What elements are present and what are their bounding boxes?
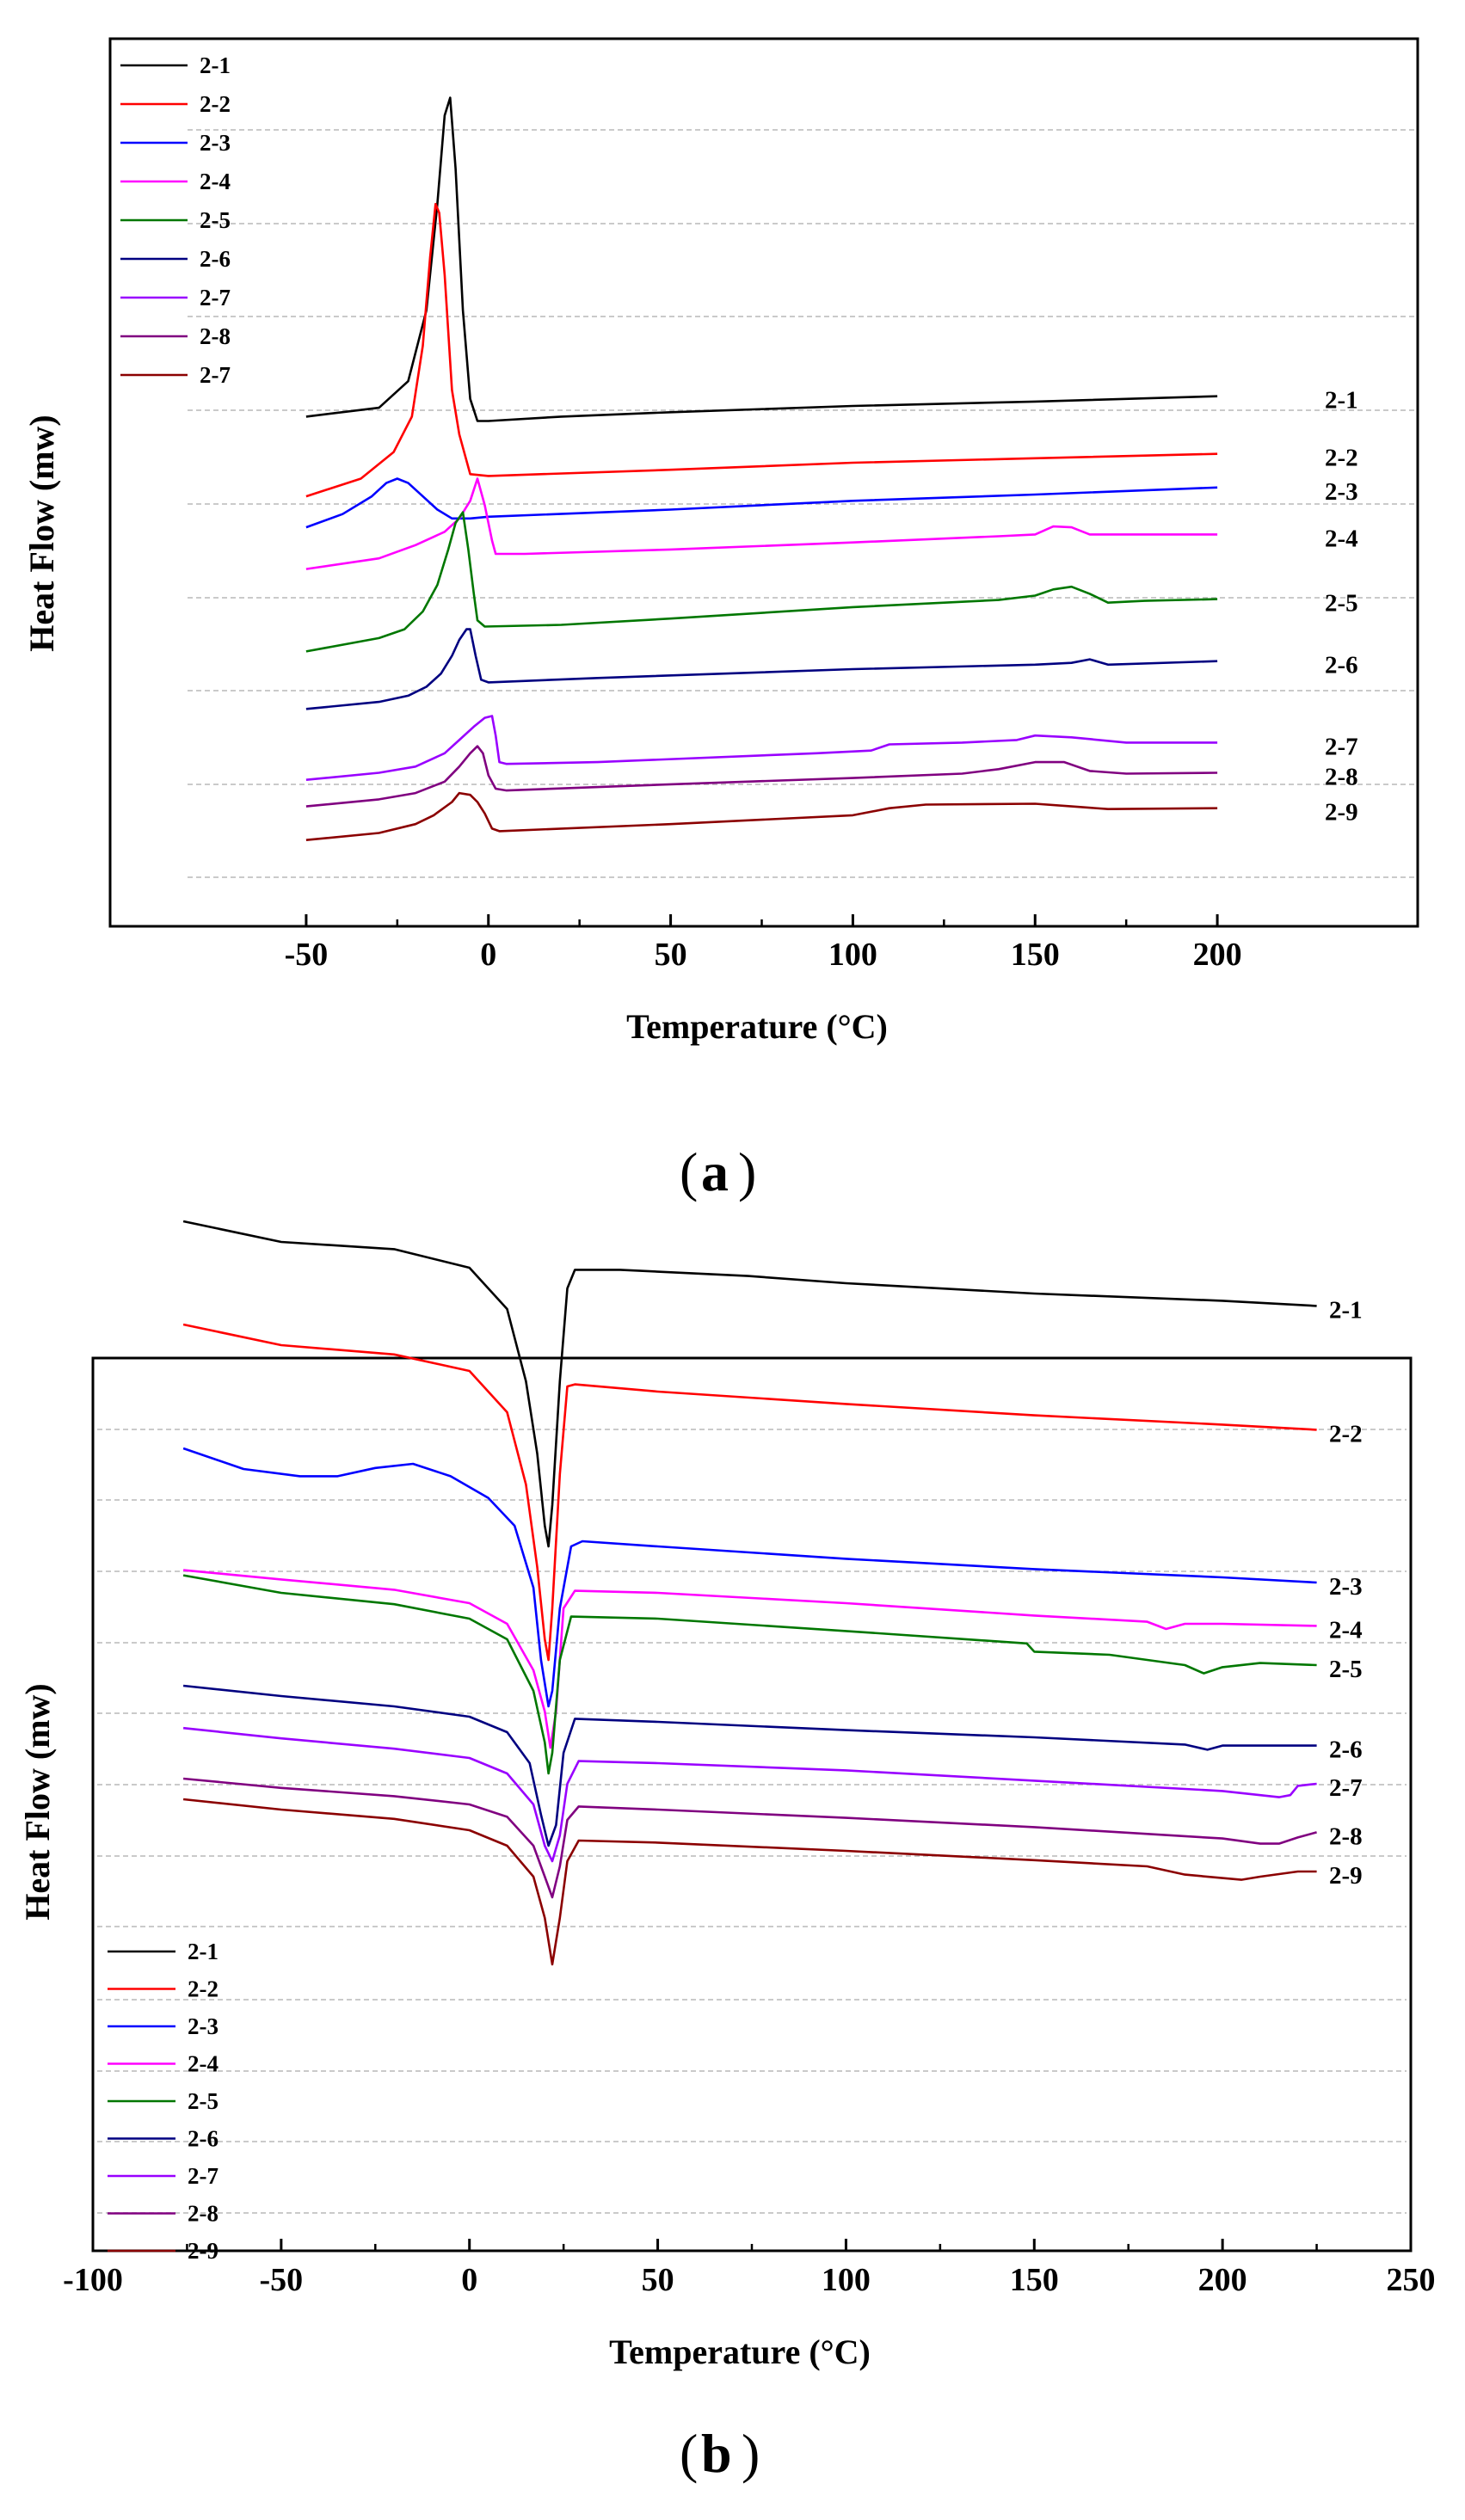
legend-label: 2-4 <box>188 2051 219 2077</box>
legend-label: 2-3 <box>200 130 231 156</box>
x-tick-label: 50 <box>655 937 687 973</box>
series-line-2-2 <box>182 1323 1317 1662</box>
series-line-2-3 <box>305 477 1218 529</box>
x-tick-label: 250 <box>1387 2262 1436 2298</box>
series-end-label: 2-4 <box>1329 1616 1363 1644</box>
legend-label: 2-1 <box>200 52 231 78</box>
legend-label: 2-6 <box>200 246 231 272</box>
x-tick-label: 0 <box>461 2262 477 2298</box>
series-line-2-1 <box>305 96 1218 422</box>
series-line-2-5 <box>305 511 1218 653</box>
legend-label: 2-2 <box>200 91 231 117</box>
legend-label: 2-5 <box>188 2088 219 2114</box>
series-line-2-4 <box>305 477 1218 570</box>
series-line-2-9 <box>182 1798 1317 1966</box>
legend-label: 2-1 <box>188 1939 219 1964</box>
series-end-label: 2-7 <box>1325 733 1358 760</box>
series-line-2-4 <box>182 1569 1317 1749</box>
legend-label: 2-5 <box>200 207 231 233</box>
series-line-2-7 <box>182 1726 1317 1863</box>
plot-frame <box>108 37 1419 928</box>
series-line-2-8 <box>305 745 1218 808</box>
series-end-label: 2-5 <box>1325 590 1358 618</box>
x-tick-label: 200 <box>1198 2262 1247 2298</box>
panel-a: -50 0 50 100 150 200 Temperature (°C) Heat Flow… <box>22 37 1419 1046</box>
x-tick-label: -50 <box>285 937 329 973</box>
y-axis-title: Heat Flow (mw) <box>22 415 61 651</box>
series-end-label: 2-9 <box>1325 799 1358 827</box>
series-end-label: 2-2 <box>1329 1420 1363 1447</box>
series-end-label: 2-2 <box>1325 445 1358 472</box>
x-axis-title: Temperature (°C) <box>626 1007 888 1046</box>
series-end-label: 2-8 <box>1325 763 1358 790</box>
legend-label: 2-4 <box>200 169 231 194</box>
x-tick-label: 150 <box>1010 2262 1059 2298</box>
caption-b-open: ( <box>680 2423 698 2484</box>
series-line-2-2 <box>305 202 1218 498</box>
series-end-label: 2-7 <box>1329 1774 1363 1802</box>
series-line-2-5 <box>182 1574 1317 1775</box>
legend-label: 2-8 <box>200 323 231 349</box>
legend-label: 2-6 <box>188 2126 219 2152</box>
series-end-label: 2-1 <box>1329 1296 1363 1324</box>
series-line-2-7 <box>305 715 1218 781</box>
x-tick-label: -100 <box>63 2262 123 2298</box>
x-axis-title: Temperature (°C) <box>609 2333 871 2371</box>
series-end-label: 2-3 <box>1329 1573 1363 1601</box>
legend-label: 2-7 <box>200 362 231 388</box>
x-tick-label: -50 <box>260 2262 304 2298</box>
legend-label: 2-2 <box>188 1976 219 2002</box>
x-tick-label: 0 <box>480 937 496 973</box>
x-tick-label: 100 <box>828 937 877 973</box>
x-tick-label: 100 <box>822 2262 871 2298</box>
y-axis-title: Heat Flow (mw) <box>18 1683 57 1920</box>
series-line-2-1 <box>182 1220 1317 1548</box>
series-end-label: 2-4 <box>1325 525 1358 552</box>
x-tick-label: 50 <box>642 2262 674 2298</box>
panel-b: -100 -50 0 50 100 150 200 250 Temperature (°C) He… <box>18 1220 1436 2371</box>
series-end-label: 2-6 <box>1325 652 1358 679</box>
series-end-label: 2-5 <box>1329 1656 1363 1683</box>
legend-label: 2-7 <box>200 285 231 310</box>
series-line-2-7 <box>305 791 1218 841</box>
series-line-2-8 <box>182 1777 1317 1899</box>
series-end-label: 2-1 <box>1325 387 1358 415</box>
x-tick-label: 150 <box>1011 937 1060 973</box>
legend-label: 2-8 <box>188 2201 219 2227</box>
series-line-2-3 <box>182 1447 1317 1708</box>
caption-a-open: ( <box>680 1141 698 1202</box>
x-tick-label: 200 <box>1193 937 1242 973</box>
series-end-label: 2-8 <box>1329 1822 1363 1850</box>
series-end-label: 2-9 <box>1329 1862 1363 1890</box>
legend-label: 2-7 <box>188 2163 219 2189</box>
caption-a-close: ) <box>738 1141 756 1202</box>
legend-label: 2-3 <box>188 2013 219 2039</box>
series-line-2-6 <box>182 1684 1317 1847</box>
legend-label: 2-9 <box>188 2238 219 2264</box>
caption-b-close: ) <box>742 2423 760 2484</box>
series-end-label: 2-6 <box>1329 1736 1363 1764</box>
caption-a-letter: a <box>701 1141 729 1202</box>
plot-frame <box>91 1356 1413 2253</box>
caption-b-letter: b <box>701 2423 732 2484</box>
series-end-label: 2-3 <box>1325 478 1358 506</box>
series-line-2-6 <box>305 628 1218 710</box>
